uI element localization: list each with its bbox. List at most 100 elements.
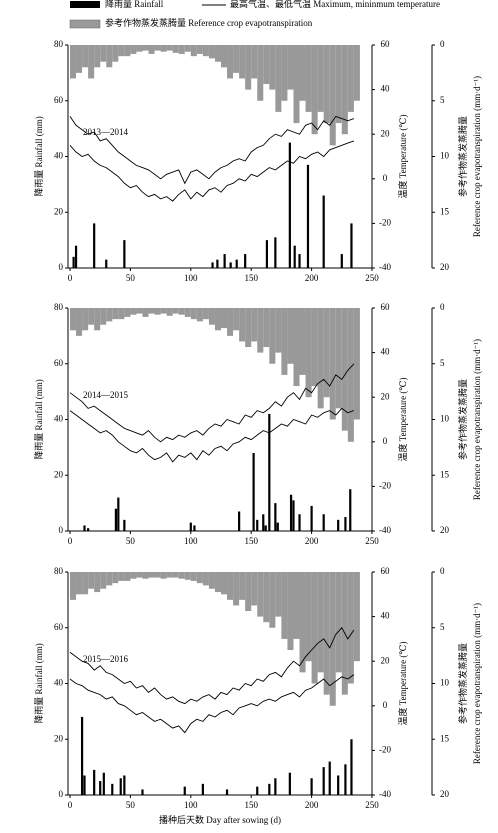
legend-label: 最高气温、最低气温 Maximum, mininmum temperature — [230, 0, 440, 9]
et-bar — [347, 308, 354, 442]
et-bar — [100, 308, 107, 325]
y2-tick-label: -40 — [379, 262, 391, 272]
y3-tick-label: 5 — [440, 622, 445, 632]
x-tick-label: 200 — [305, 536, 319, 546]
y2-tick-label: 0 — [383, 436, 388, 446]
et-bar — [82, 572, 89, 595]
et-bar — [214, 45, 221, 62]
rain-bar — [268, 413, 271, 531]
y-tick-label: 20 — [54, 206, 64, 216]
temperature-line — [69, 627, 355, 705]
rain-bar — [274, 503, 277, 531]
et-bar — [166, 572, 173, 578]
rain-bar — [123, 519, 126, 531]
y2-axis-title: 温度 Temperature (℃) — [397, 642, 408, 726]
rain-bar — [102, 772, 105, 795]
et-bar — [172, 45, 179, 53]
et-bar — [124, 308, 131, 317]
rain-bar — [83, 525, 86, 531]
et-bar — [353, 308, 360, 420]
y2-tick-label: -40 — [379, 525, 391, 535]
rain-bar — [322, 514, 325, 531]
et-bar — [196, 308, 203, 322]
y3-tick-label: 10 — [440, 414, 450, 424]
y3-tick-label: 10 — [440, 151, 450, 161]
et-bar — [335, 572, 342, 673]
et-bar — [341, 308, 348, 431]
rain-bar — [288, 142, 291, 268]
et-bar — [263, 45, 270, 85]
et-bar — [233, 308, 240, 331]
et-bar — [293, 308, 300, 387]
y2-tick-label: 40 — [381, 611, 391, 621]
et-bar — [172, 308, 179, 314]
et-bar — [118, 45, 125, 57]
et-bar — [257, 308, 264, 353]
legend-swatch — [69, 19, 101, 29]
et-bar — [124, 45, 131, 57]
et-bar — [178, 572, 185, 579]
rain-bar — [223, 254, 226, 268]
et-bar — [281, 45, 288, 101]
x-tick-label: 150 — [244, 800, 258, 810]
et-bar — [184, 572, 191, 580]
x-tick-label: 250 — [365, 800, 379, 810]
et-bar — [221, 572, 228, 595]
et-bar — [214, 572, 221, 593]
et-bar — [329, 572, 336, 706]
rain-bar — [276, 522, 279, 531]
rain-bar — [337, 519, 340, 531]
et-bar — [263, 572, 270, 623]
et-bar — [142, 45, 149, 51]
x-tick-label: 100 — [184, 800, 198, 810]
et-bar — [245, 308, 252, 348]
et-bar — [76, 45, 83, 73]
et-bar — [287, 572, 294, 651]
et-bar — [100, 572, 107, 589]
x-tick-label: 50 — [126, 800, 136, 810]
rain-bar — [244, 254, 247, 268]
et-bar — [239, 308, 246, 342]
y3-tick-label: 15 — [440, 733, 450, 743]
legend-label: 降雨量 Rainfall — [105, 0, 164, 9]
et-bar — [269, 308, 276, 364]
et-bar — [311, 308, 318, 387]
et-bar — [305, 45, 312, 112]
y2-tick-label: -20 — [379, 480, 391, 490]
et-bar — [275, 308, 282, 353]
rain-bar — [99, 781, 102, 795]
y3-tick-label: 20 — [440, 262, 450, 272]
rain-bar — [93, 769, 96, 795]
et-bar — [208, 572, 215, 589]
et-bar — [160, 572, 167, 579]
et-bar — [341, 45, 348, 135]
et-bar — [251, 308, 258, 342]
et-bar — [305, 572, 312, 662]
et-bar — [269, 572, 276, 628]
et-bar — [269, 45, 276, 90]
y-tick-label: 0 — [59, 789, 64, 799]
et-bar — [124, 572, 131, 581]
x-tick-label: 0 — [68, 273, 73, 283]
et-bar — [76, 308, 83, 336]
et-bar — [233, 45, 240, 73]
y2-tick-label: 60 — [381, 39, 391, 49]
rain-bar — [87, 528, 90, 531]
et-bar — [130, 308, 137, 315]
x-tick-label: 250 — [365, 536, 379, 546]
rain-bar — [83, 775, 86, 795]
et-bar — [323, 572, 330, 695]
y-axis-title: 降雨量 Rainfall (mm) — [33, 116, 44, 197]
rain-bar — [322, 195, 325, 268]
y2-tick-label: 40 — [381, 84, 391, 94]
x-tick-label: 50 — [126, 536, 136, 546]
y-tick-label: 60 — [54, 358, 64, 368]
x-tick-label: 100 — [184, 273, 198, 283]
rain-bar — [344, 517, 347, 531]
rain-bar — [189, 522, 192, 531]
rain-bar — [256, 519, 259, 531]
rain-bar — [289, 494, 293, 531]
x-tick-label: 250 — [365, 273, 379, 283]
rain-bar — [298, 254, 301, 268]
